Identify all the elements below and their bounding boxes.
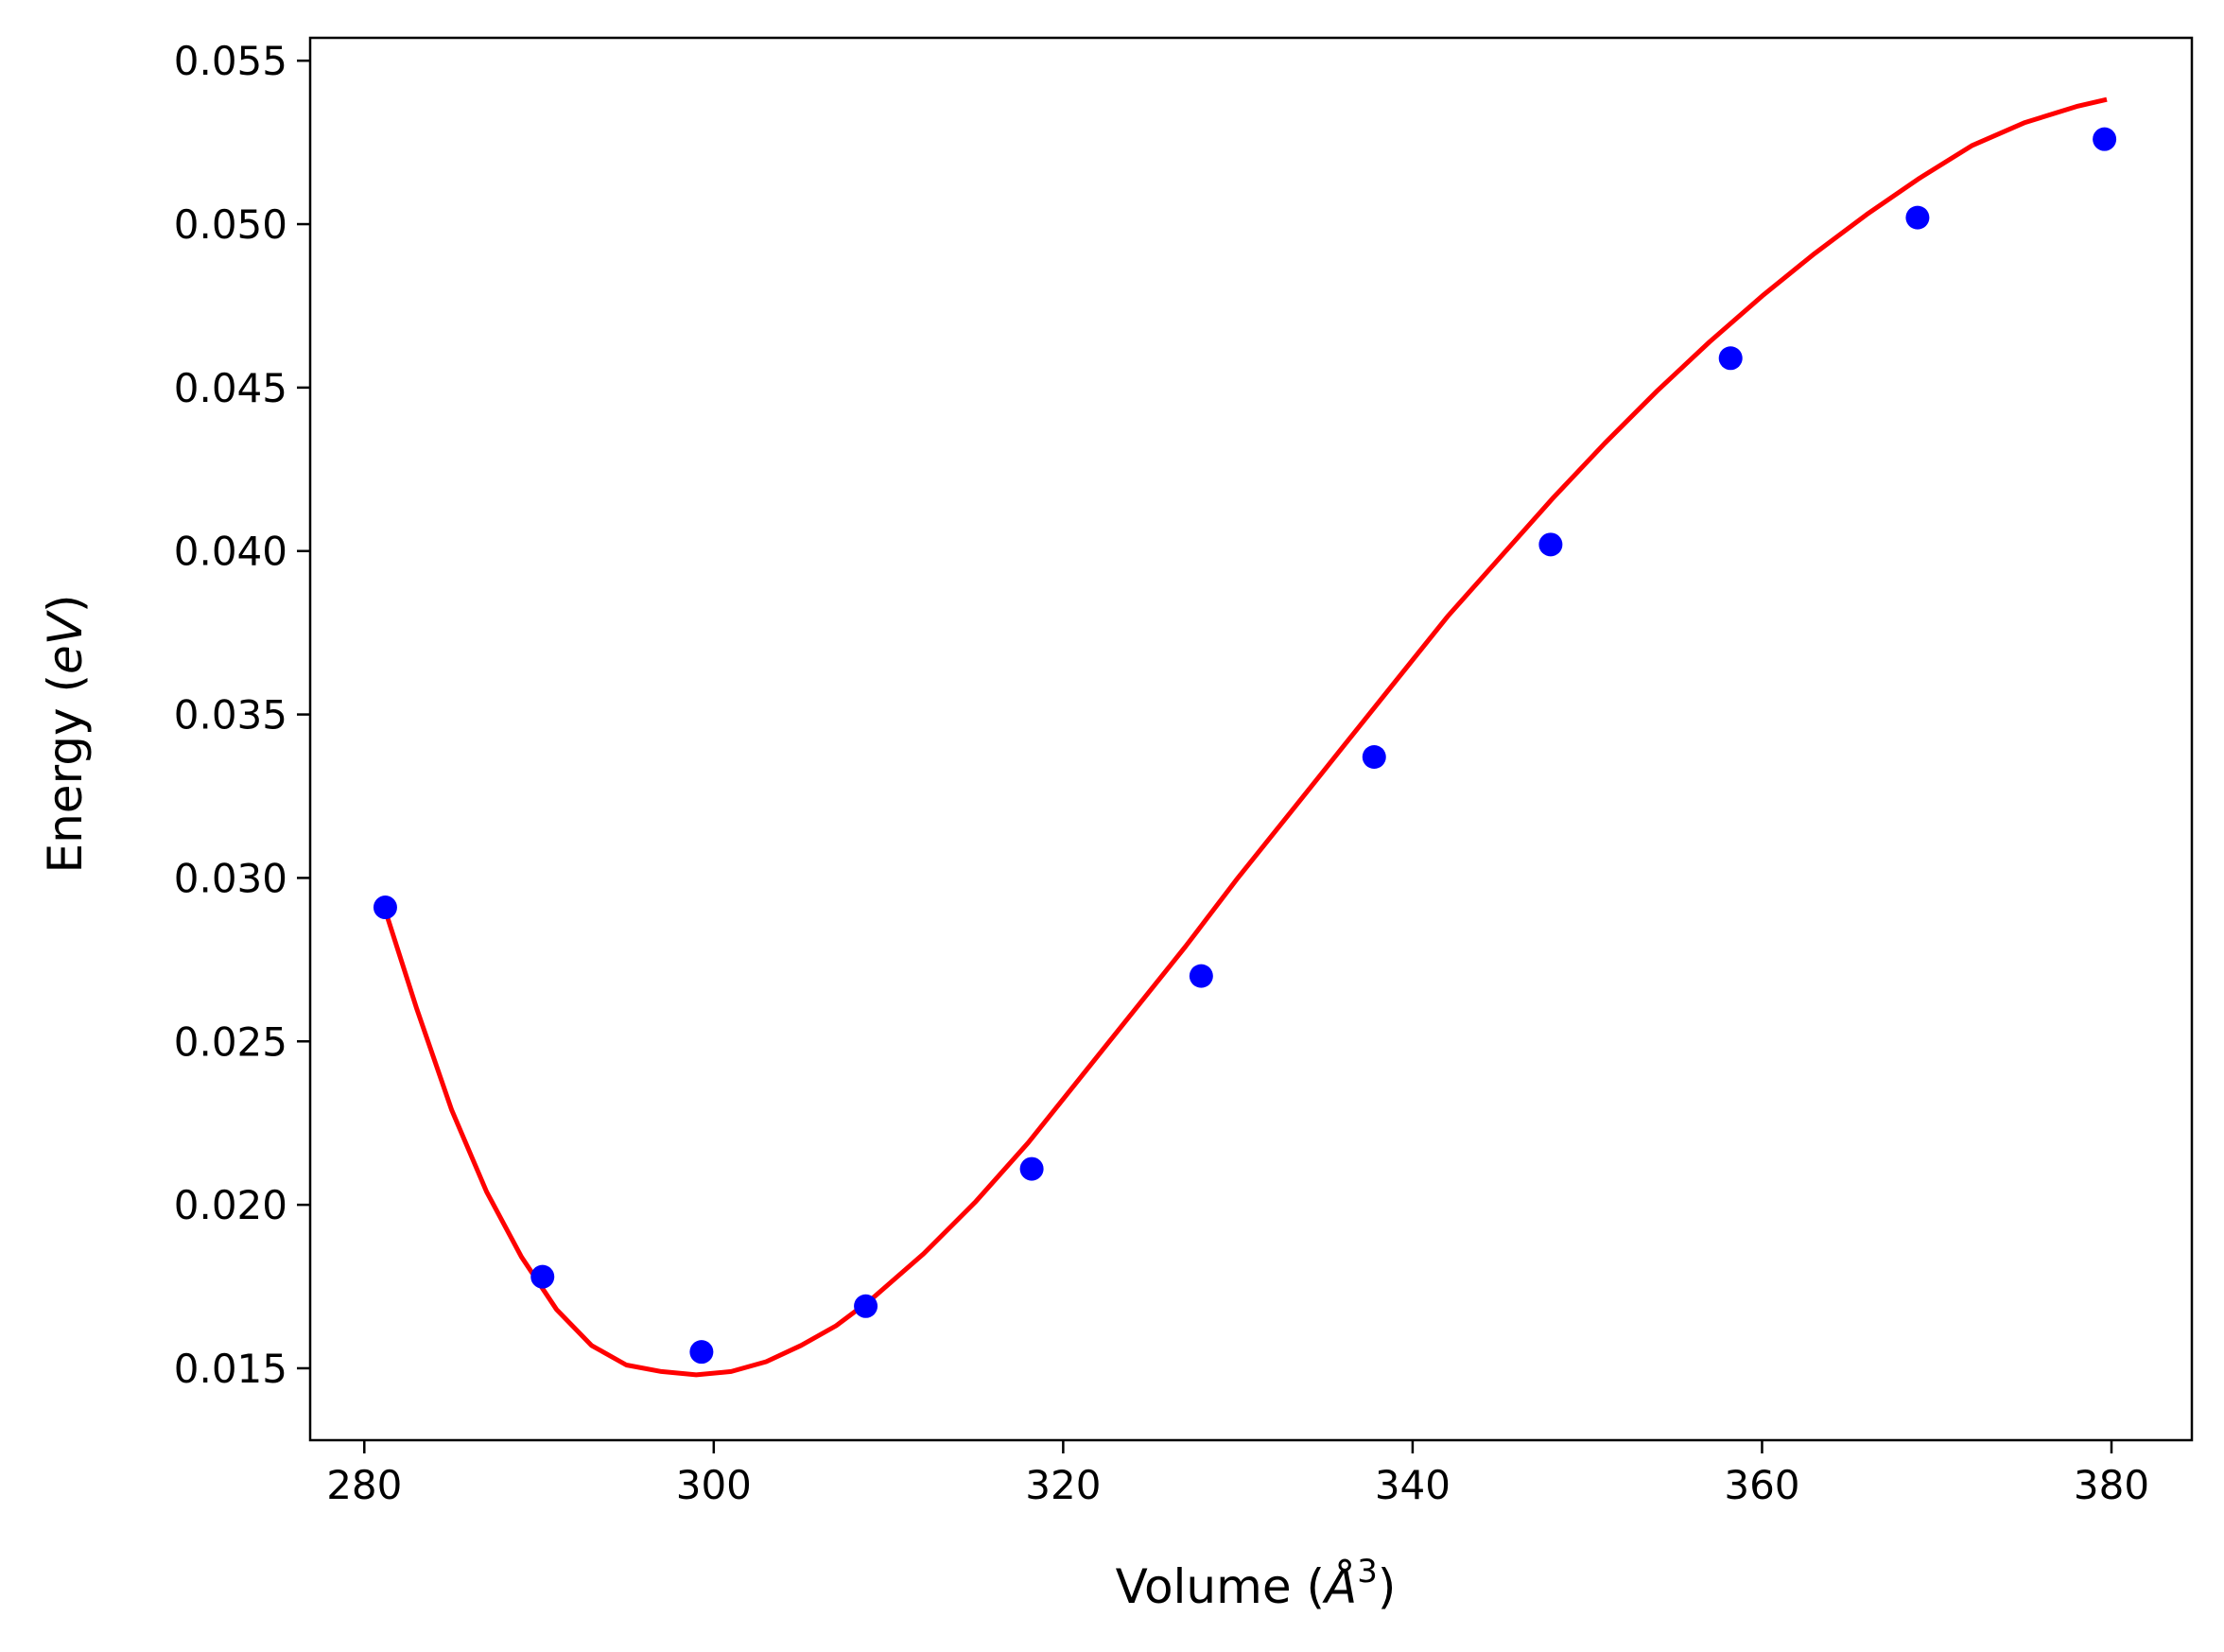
y-tick-label: 0.020 xyxy=(174,1182,287,1228)
x-tick-label: 340 xyxy=(1375,1462,1451,1508)
plot-frame xyxy=(308,36,2194,1442)
x-axis-label-unit: Å xyxy=(1322,1559,1357,1614)
fit-curve-line xyxy=(382,96,2108,1378)
x-axis-label-exponent: 3 xyxy=(1357,1553,1378,1591)
data-point xyxy=(854,1294,878,1318)
data-point xyxy=(1718,346,1743,371)
x-tick-label: 280 xyxy=(326,1462,402,1508)
y-tick-label: 0.045 xyxy=(174,365,287,411)
y-tick-label: 0.055 xyxy=(174,38,287,84)
data-point xyxy=(1538,532,1563,557)
data-point xyxy=(1019,1156,1044,1181)
y-axis-label-text: Energy ( xyxy=(38,674,93,873)
data-point xyxy=(1189,964,1213,988)
y-axis-label: Energy (eV) xyxy=(38,595,93,874)
y-axis-label-close: ) xyxy=(38,595,93,614)
x-tick-label: 380 xyxy=(2074,1462,2149,1508)
x-tick-label: 300 xyxy=(676,1462,752,1508)
y-tick-label: 0.030 xyxy=(174,855,287,901)
data-point xyxy=(373,896,397,920)
y-tick-label: 0.015 xyxy=(174,1346,287,1392)
data-point xyxy=(530,1264,555,1289)
data-point xyxy=(2093,127,2117,151)
x-tick-label: 360 xyxy=(1724,1462,1799,1508)
data-point xyxy=(1362,745,1386,770)
y-tick-label: 0.035 xyxy=(174,692,287,739)
x-axis-label-text: Volume ( xyxy=(1116,1559,1325,1614)
x-tick-label: 320 xyxy=(1025,1462,1101,1508)
y-tick-label: 0.025 xyxy=(174,1018,287,1065)
y-tick-label: 0.040 xyxy=(174,529,287,575)
y-axis-label-unit: eV xyxy=(38,609,93,674)
x-axis-label: Volume (Å3) xyxy=(1116,1553,1397,1614)
data-point xyxy=(1905,205,1930,230)
y-axis-ticks: 0.015 0.020 0.025 0.030 0.035 0.040 0.045 0.050… xyxy=(174,38,310,1392)
data-point xyxy=(689,1340,714,1365)
x-axis-label-close: ) xyxy=(1378,1559,1397,1614)
data-points-layer xyxy=(373,127,2117,1365)
x-axis-ticks: 280 300 320 340 360 380 xyxy=(326,1440,2149,1508)
y-tick-label: 0.050 xyxy=(174,201,287,248)
fit-curve-layer xyxy=(382,96,2108,1378)
